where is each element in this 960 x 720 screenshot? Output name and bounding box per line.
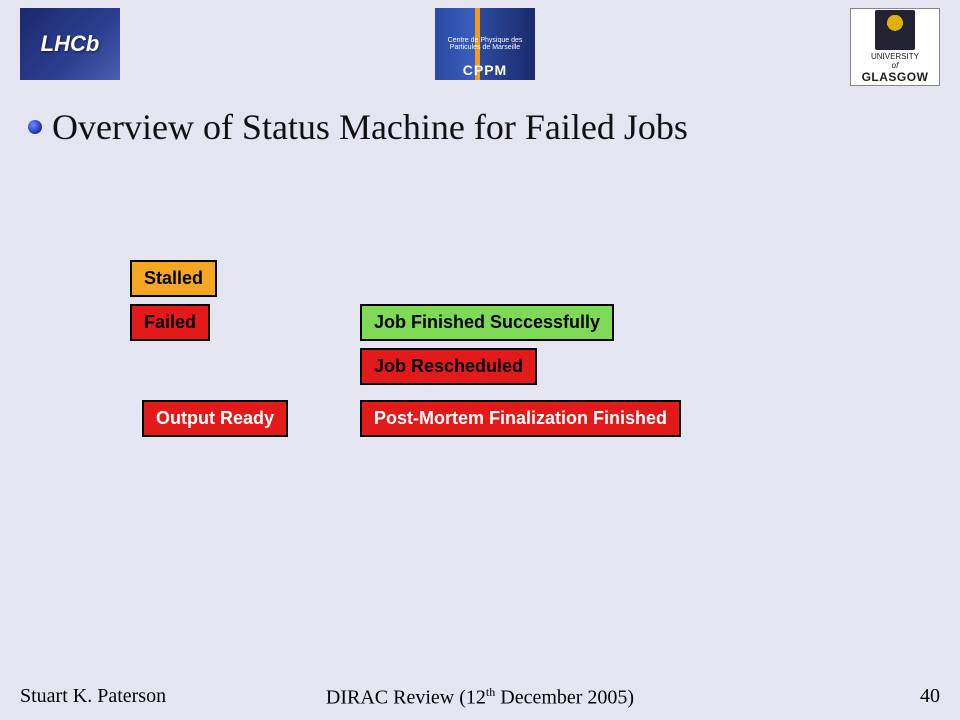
- logo-glasgow: UNIVERSITY of GLASGOW: [850, 8, 940, 86]
- logo-glasgow-line3: GLASGOW: [862, 70, 929, 84]
- footer-center-super: th: [486, 685, 495, 699]
- logo-cppm-big: CPPM: [435, 62, 535, 78]
- logo-cppm-small: Centre de Physique des Particules de Mar…: [435, 35, 535, 53]
- title-row: Overview of Status Machine for Failed Jo…: [28, 106, 960, 148]
- glasgow-crest-icon: [875, 10, 915, 50]
- footer-center: DIRAC Review (12th December 2005): [0, 685, 960, 710]
- status-box-stalled: Stalled: [130, 260, 217, 297]
- status-box-output_ready: Output Ready: [142, 400, 288, 437]
- logo-lhcb: LHCb: [20, 8, 120, 80]
- header-logos: LHCb Centre de Physique des Particules d…: [0, 0, 960, 86]
- footer-center-prefix: DIRAC Review (12: [326, 687, 486, 709]
- logo-glasgow-line1: UNIVERSITY: [871, 52, 919, 61]
- status-box-finished_ok: Job Finished Successfully: [360, 304, 614, 341]
- status-box-rescheduled: Job Rescheduled: [360, 348, 537, 385]
- footer: Stuart K. Paterson DIRAC Review (12th De…: [0, 685, 960, 708]
- logo-lhcb-text: LHCb: [41, 31, 100, 57]
- status-box-failed: Failed: [130, 304, 210, 341]
- status-box-postmortem: Post-Mortem Finalization Finished: [360, 400, 681, 437]
- bullet-icon: [28, 120, 42, 134]
- logo-glasgow-line2: of: [892, 61, 899, 70]
- footer-center-suffix: December 2005): [495, 687, 634, 709]
- slide-title: Overview of Status Machine for Failed Jo…: [52, 106, 688, 148]
- logo-cppm: Centre de Physique des Particules de Mar…: [435, 8, 535, 80]
